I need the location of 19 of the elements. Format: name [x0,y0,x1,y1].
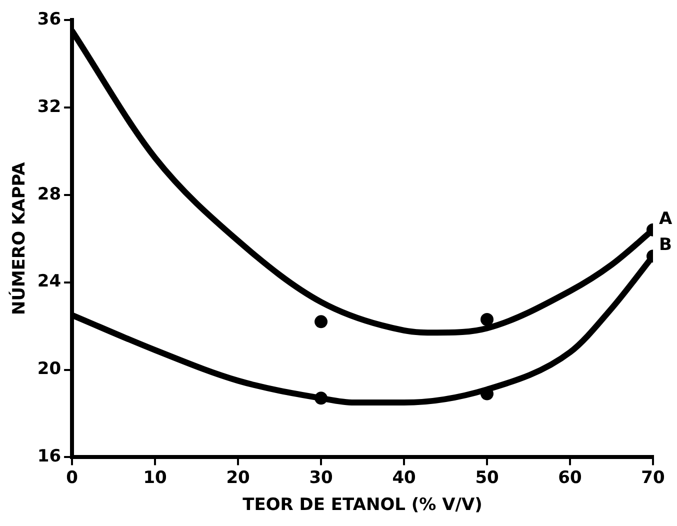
point [314,315,328,328]
x-tick-label: 0 [66,468,78,488]
x-tick-label: 60 [558,468,582,488]
y-tick-label: 16 [37,446,62,467]
series-label: B [659,235,672,256]
series-label: A [659,208,673,229]
x-tick-label: 40 [392,468,416,488]
y-tick-label: 28 [37,184,62,204]
x-tick-label: 50 [475,468,500,488]
y-tick-label: 20 [37,359,62,380]
y-tick-label: 24 [37,272,62,292]
x-axis-title: TEOR DE ETANOL (% V/V) [242,495,482,516]
y-tick-label: 32 [37,96,62,117]
y-axis-title: NÚMERO KAPPA [8,161,30,316]
x-tick-label: 20 [226,468,250,488]
y-tick-label: 36 [37,9,62,30]
x-tick-label: 70 [641,468,665,488]
x-tick-label: 10 [143,468,168,488]
x-tick-label: 30 [309,468,334,488]
